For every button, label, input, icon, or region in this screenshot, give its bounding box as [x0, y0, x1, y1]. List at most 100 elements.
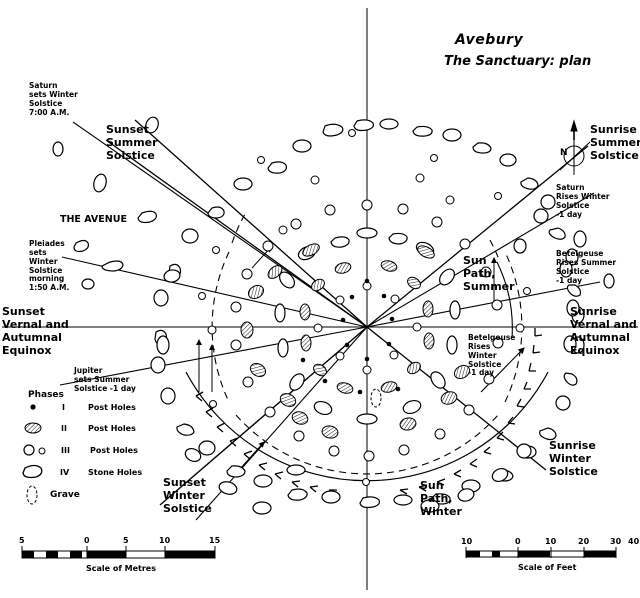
post-hole-iii	[198, 292, 206, 300]
post-hole-iii	[415, 173, 425, 183]
scale-feet-tick: 10	[461, 537, 473, 546]
stone-hole	[533, 208, 549, 224]
stone-hole	[277, 338, 289, 358]
post-hole-ii	[399, 417, 417, 431]
post-hole-ii	[300, 334, 312, 352]
stone-hole	[137, 210, 157, 224]
stone-holes-inner-ring	[274, 227, 461, 425]
legend-symbol-phase-iv	[22, 464, 43, 479]
post-hole-i	[349, 294, 355, 300]
stone-hole	[412, 125, 433, 137]
dashed-arc-s	[235, 414, 499, 475]
stone-hole	[573, 230, 587, 248]
scale-metres-tick: 5	[123, 536, 129, 545]
stone-hole	[292, 139, 312, 153]
post-hole-i	[340, 317, 346, 323]
stone-hole	[356, 413, 378, 425]
stone-hole	[313, 400, 333, 416]
legend-symbols	[22, 404, 46, 505]
stone-hole	[442, 128, 462, 142]
stone-hole	[430, 371, 446, 389]
stone-hole	[388, 232, 408, 245]
post-hole-iii	[212, 246, 220, 254]
legend-heading: Phases	[28, 390, 64, 400]
stone-hole	[286, 464, 306, 476]
post-hole-iii	[430, 154, 438, 162]
stone-hole	[156, 335, 170, 355]
annotation-betelgeuse-rises-summer: Betelgeuse Rises Summer Solstice -1 day	[556, 249, 617, 285]
post-hole-iii	[362, 478, 370, 486]
legend-phase-desc: Post Holes	[90, 446, 138, 455]
post-hole-ii	[299, 303, 311, 321]
post-hole-ii	[407, 361, 421, 375]
post-hole-i	[300, 357, 306, 363]
scale-metres-caption: Scale of Metres	[86, 564, 156, 573]
post-hole-ii	[336, 382, 354, 394]
post-hole-iii	[242, 376, 254, 388]
stone-hole	[472, 142, 492, 154]
sightline-betelgeuse-winter	[480, 347, 525, 393]
post-hole-iii	[230, 339, 242, 351]
legend-symbol-phase-i	[30, 404, 36, 410]
legend-symbol-phase-iii-a	[23, 444, 35, 456]
stone-hole	[402, 399, 422, 415]
annotation-saturn-rises: Saturn Rises Winter Solstice -1 day	[556, 183, 610, 219]
post-holes-phase-iii	[207, 173, 525, 462]
scale-bar-metres	[21, 546, 216, 559]
legend-phase-label: II	[61, 424, 67, 433]
post-hole-i	[395, 386, 401, 392]
scale-feet-tick: 0	[515, 537, 521, 546]
post-hole-ii	[380, 260, 398, 272]
stone-hole	[218, 481, 238, 495]
outer-scatter-posts	[198, 129, 531, 486]
stone-hole	[198, 440, 216, 456]
post-hole-i	[381, 293, 387, 299]
post-hole-i	[364, 356, 370, 362]
post-hole-iii	[278, 225, 288, 235]
stone-hole	[226, 465, 246, 478]
stone-hole	[563, 372, 578, 386]
post-hole-iii	[328, 445, 340, 457]
post-hole-iii	[257, 156, 265, 164]
legend-symbol-phase-ii	[24, 422, 42, 434]
post-hole-ii	[423, 332, 435, 350]
scale-metres-tick: 0	[84, 536, 90, 545]
post-hole-iii	[290, 218, 302, 230]
sun-path-summer-curve	[496, 261, 513, 339]
stone-hole	[93, 173, 107, 193]
stone-hole	[446, 335, 458, 355]
annotation-betelgeuse-rises-winter: Betelgeuse Rises Winter Solstice -1 day	[468, 333, 516, 378]
stone-hole	[252, 501, 272, 515]
post-hole-iii	[230, 301, 242, 313]
post-hole-iii	[412, 322, 422, 332]
north-compass	[559, 119, 591, 175]
post-hole-ii	[311, 278, 325, 292]
stone-hole	[330, 236, 350, 248]
annotation-sun-path-summer: Sun Path, Summer	[463, 254, 515, 293]
stone-hole	[321, 490, 341, 504]
post-hole-i	[322, 378, 328, 384]
sightline-jupiter-sets	[59, 326, 368, 386]
stone-hole	[499, 153, 517, 167]
sightline-sunset-summer-a	[105, 139, 368, 328]
leader-arrow-sw	[238, 441, 265, 471]
stone-hole	[356, 227, 378, 239]
post-hole-ii	[407, 276, 421, 290]
post-hole-ii	[249, 362, 267, 378]
sun-path-summer-arc	[496, 261, 513, 339]
post-hole-iii	[492, 337, 504, 349]
stone-hole	[539, 427, 557, 441]
page-subtitle: The Sanctuary: plan	[444, 54, 592, 69]
legend-symbol-phase-iii-b	[38, 447, 46, 455]
post-hole-iii	[361, 199, 373, 211]
stone-hole	[359, 496, 380, 509]
stone-hole	[184, 447, 202, 463]
stone-hole	[267, 161, 287, 174]
legend-grave-label: Grave	[50, 490, 80, 500]
sightline-sunrise-summer	[366, 145, 589, 328]
stone-hole	[555, 395, 571, 411]
post-hole-iii	[363, 450, 375, 462]
stone-hole	[559, 260, 573, 278]
